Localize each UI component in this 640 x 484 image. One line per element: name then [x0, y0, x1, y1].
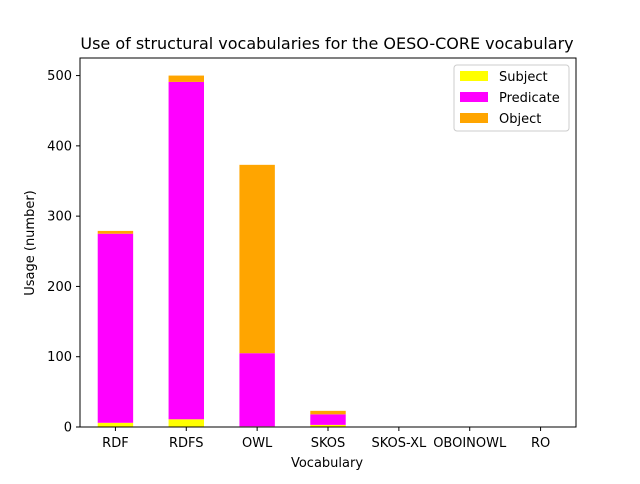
bar-predicate-owl — [239, 353, 275, 427]
x-tick-label: SKOS — [311, 436, 346, 451]
bar-object-rdf — [97, 230, 134, 234]
legend-label: Subject — [499, 70, 548, 85]
y-axis-label: Usage (number) — [23, 190, 38, 296]
y-tick-label: 200 — [47, 280, 72, 295]
bars-group — [97, 75, 346, 427]
bar-predicate-rdf — [97, 233, 134, 423]
bar-object-owl — [239, 164, 275, 354]
y-tick-label: 300 — [47, 210, 72, 225]
y-tick-label: 0 — [64, 421, 72, 436]
legend-label: Predicate — [499, 91, 560, 106]
x-tick-label: OWL — [242, 436, 273, 451]
bar-subject-rdfs — [168, 419, 204, 427]
y-tick-label: 400 — [47, 139, 72, 154]
chart-title: Use of structural vocabularies for the O… — [80, 34, 573, 53]
x-tick-label: OBOINOWL — [433, 436, 507, 451]
axes-group: 0 100 200 300 400 500 RDF RDFS OWL SKOS SKOS-XL OBO… — [47, 57, 577, 451]
legend-swatch — [460, 113, 488, 123]
x-axis-label: Vocabulary — [291, 456, 363, 471]
bar-predicate-skos — [310, 414, 346, 425]
y-tick-label: 100 — [47, 350, 72, 365]
bar-subject-skos — [310, 424, 346, 427]
x-tick-label: SKOS-XL — [371, 436, 426, 451]
legend-swatch — [460, 92, 488, 102]
bar-object-skos — [310, 410, 346, 415]
x-tick-label: RDFS — [169, 436, 204, 451]
bar-subject-rdf — [97, 422, 134, 427]
legend-label: Object — [499, 112, 541, 127]
bar-object-rdfs — [168, 75, 204, 82]
x-tick-label: RO — [531, 436, 550, 451]
legend-swatch — [460, 71, 488, 81]
x-tick-label: RDF — [102, 436, 129, 451]
y-tick-label: 500 — [47, 69, 72, 84]
legend: Subject Predicate Object — [453, 64, 570, 132]
bar-predicate-rdfs — [168, 81, 204, 420]
